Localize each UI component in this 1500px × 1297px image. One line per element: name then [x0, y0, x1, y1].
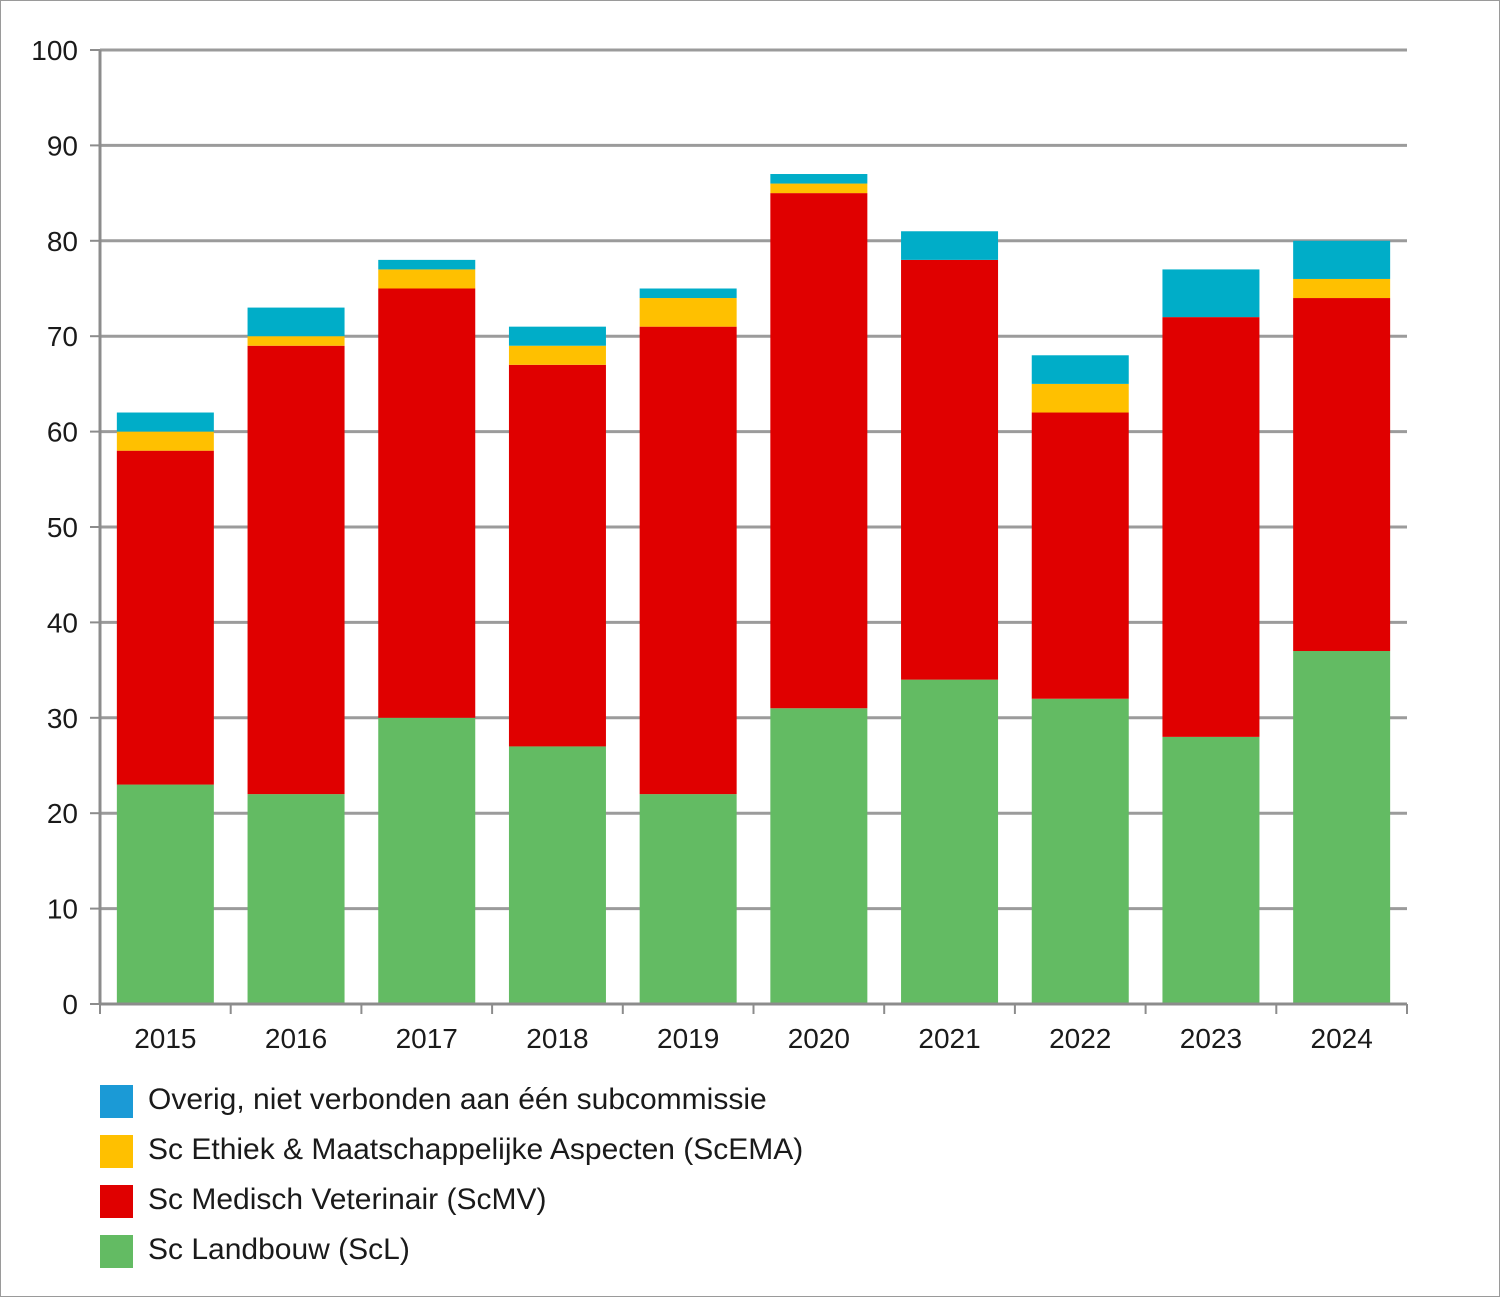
bar-scema-2022 — [1031, 383, 1129, 413]
bar-scema-2024 — [1293, 278, 1391, 299]
y-tick-label-0: 0 — [62, 989, 78, 1020]
bar-scmv-2018 — [508, 364, 606, 747]
x-tick-label-2024: 2024 — [1311, 1023, 1373, 1054]
bar-scema-2016 — [247, 336, 345, 346]
bar-scl-2017 — [378, 717, 476, 1004]
legend-label-scema: Sc Ethiek & Maatschappelijke Aspecten (S… — [148, 1133, 804, 1166]
bar-scl-2018 — [508, 746, 606, 1004]
bar-scmv-2020 — [770, 193, 868, 709]
x-tick-label-2015: 2015 — [134, 1023, 196, 1054]
legend-swatch-scmv — [100, 1185, 133, 1218]
bar-scl-2021 — [901, 679, 999, 1004]
bar-overig-2024 — [1293, 240, 1391, 279]
stacked-bar-chart: 0 10 20 30 40 50 60 70 80 90 100 2015 2016 2017 2018 20… — [31, 35, 1408, 1054]
bars — [116, 174, 1391, 1004]
axes: 0 10 20 30 40 50 60 70 80 90 100 2015 2016 2017 2018 20… — [31, 35, 1408, 1054]
bar-overig-2017 — [378, 259, 476, 270]
bar-scl-2022 — [1031, 698, 1129, 1004]
y-tick-label-70: 70 — [47, 321, 78, 352]
bar-scema-2017 — [378, 269, 476, 289]
bar-scema-2018 — [508, 345, 606, 365]
bar-overig-2023 — [1162, 269, 1260, 318]
y-tick-label-90: 90 — [47, 130, 78, 161]
bar-scema-2020 — [770, 183, 868, 194]
y-tick-label-10: 10 — [47, 894, 78, 925]
bar-scl-2023 — [1162, 736, 1260, 1004]
y-tick-label-40: 40 — [47, 607, 78, 638]
bar-scmv-2022 — [1031, 412, 1129, 699]
x-tick-label-2018: 2018 — [526, 1023, 588, 1054]
bar-overig-2018 — [508, 326, 606, 346]
bar-overig-2019 — [639, 288, 737, 299]
bar-scl-2019 — [639, 794, 737, 1004]
bar-overig-2022 — [1031, 355, 1129, 384]
x-tick-label-2020: 2020 — [788, 1023, 850, 1054]
bar-scema-2015 — [116, 431, 214, 451]
legend-label-overig: Overig, niet verbonden aan één subcommis… — [148, 1083, 767, 1116]
x-tick-label-2016: 2016 — [265, 1023, 327, 1054]
y-tick-label-60: 60 — [47, 417, 78, 448]
bar-scl-2020 — [770, 708, 868, 1004]
y-tick-label-80: 80 — [47, 226, 78, 257]
bar-scmv-2015 — [116, 450, 214, 785]
y-tick-label-50: 50 — [47, 512, 78, 543]
bar-scmv-2016 — [247, 345, 345, 795]
y-tick-label-100: 100 — [31, 35, 78, 66]
y-tick-label-20: 20 — [47, 798, 78, 829]
legend-label-scl: Sc Landbouw (ScL) — [148, 1233, 410, 1266]
x-tick-label-2019: 2019 — [657, 1023, 719, 1054]
legend-swatch-scl — [100, 1235, 133, 1268]
bar-overig-2020 — [770, 174, 868, 184]
bar-scmv-2024 — [1293, 298, 1391, 652]
bar-scl-2016 — [247, 794, 345, 1004]
legend-swatch-overig — [100, 1085, 133, 1118]
legend-swatch-scema — [100, 1135, 133, 1168]
bar-scmv-2017 — [378, 288, 476, 718]
x-tick-label-2021: 2021 — [918, 1023, 980, 1054]
y-tick-label-30: 30 — [47, 703, 78, 734]
bar-scl-2024 — [1293, 651, 1391, 1004]
x-tick-label-2017: 2017 — [396, 1023, 458, 1054]
bar-overig-2016 — [247, 307, 345, 337]
x-tick-label-2023: 2023 — [1180, 1023, 1242, 1054]
bar-scmv-2019 — [639, 326, 737, 795]
x-tick-label-2022: 2022 — [1049, 1023, 1111, 1054]
bar-overig-2021 — [901, 231, 999, 260]
bar-scmv-2023 — [1162, 317, 1260, 737]
bar-scmv-2021 — [901, 259, 999, 680]
bar-overig-2015 — [116, 412, 214, 432]
legend-label-scmv: Sc Medisch Veterinair (ScMV) — [148, 1183, 547, 1216]
bar-scema-2019 — [639, 298, 737, 327]
bar-scl-2015 — [116, 784, 214, 1004]
